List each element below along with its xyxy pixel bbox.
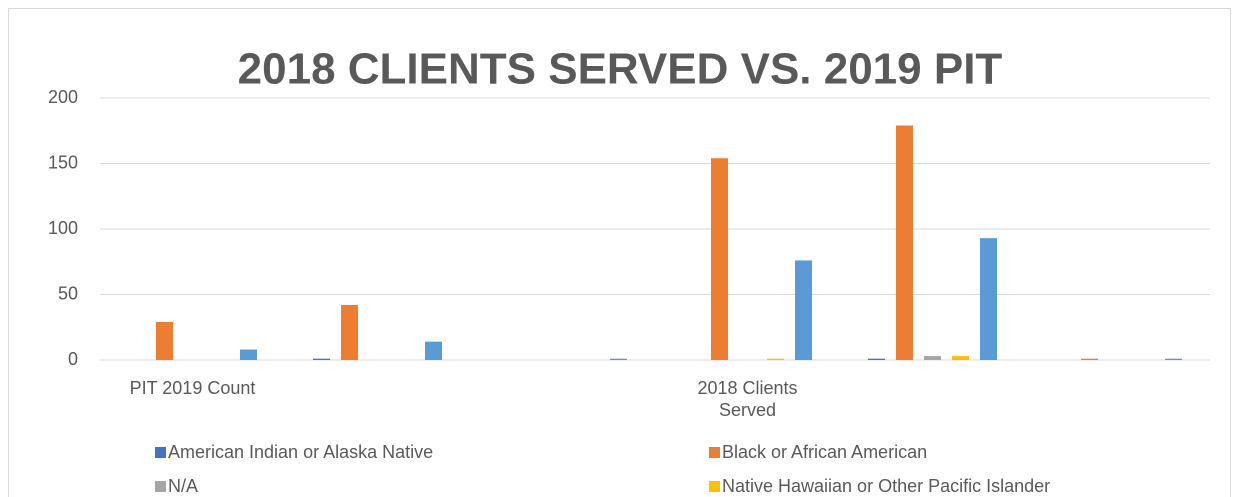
legend-label: Native Hawaiian or Other Pacific Islande…: [722, 476, 1050, 496]
bar: [156, 322, 173, 360]
bar: [610, 358, 627, 360]
chart-title: 2018 CLIENTS SERVED VS. 2019 PIT: [238, 45, 1003, 94]
x-tick-label: PIT 2019 Count: [129, 378, 256, 398]
legend-swatch: [709, 447, 720, 458]
y-tick-label: 150: [48, 152, 78, 172]
bar: [1165, 358, 1182, 360]
bar: [767, 358, 784, 360]
bar: [1081, 358, 1098, 360]
bar: [341, 304, 358, 360]
bar: [924, 356, 941, 360]
legend-swatch: [709, 481, 720, 492]
bar: [896, 125, 913, 360]
bar: [952, 356, 969, 360]
legend-label: Black or African American: [722, 442, 927, 462]
bar: [313, 358, 330, 360]
legend-label: N/A: [168, 476, 198, 496]
legend-label: American Indian or Alaska Native: [168, 442, 433, 462]
y-tick-label: 200: [48, 87, 78, 107]
x-tick-label: 2018 Clients Served: [697, 378, 798, 420]
y-tick-label: 50: [58, 283, 78, 303]
bar: [425, 341, 442, 360]
y-tick-label: 100: [48, 218, 78, 238]
bar: [711, 158, 728, 360]
bar: [240, 349, 257, 360]
bar: [795, 260, 812, 360]
y-tick-label: 0: [68, 349, 78, 369]
legend-swatch: [155, 447, 166, 458]
bar: [868, 358, 885, 360]
bar: [980, 238, 997, 360]
chart-frame: [8, 8, 1231, 497]
legend-swatch: [155, 481, 166, 492]
